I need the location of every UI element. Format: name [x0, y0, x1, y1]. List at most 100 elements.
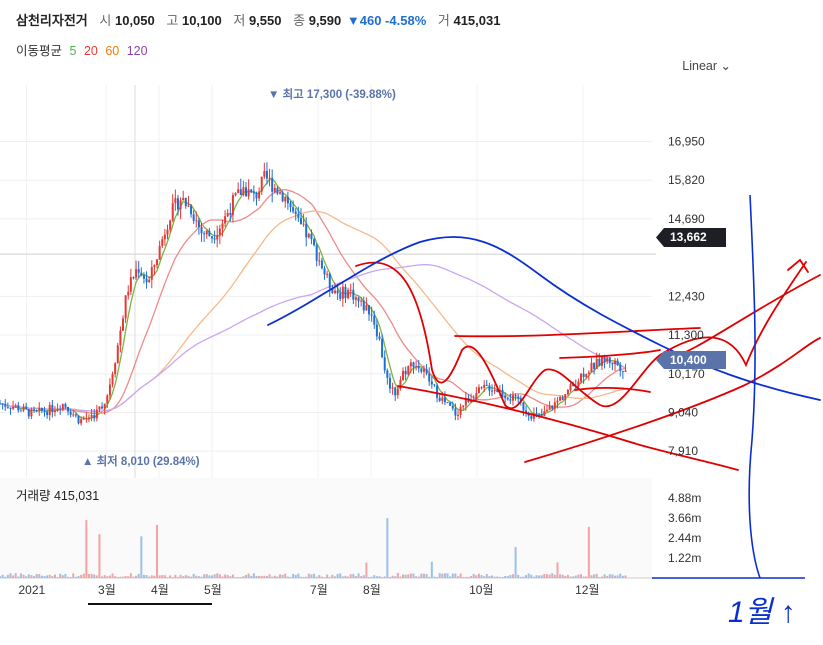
volume-bar	[470, 575, 473, 578]
y-tick-label: 12,430	[668, 289, 705, 303]
y-tick-label: 9,040	[668, 405, 698, 419]
y-tick-label: 15,820	[668, 173, 705, 187]
volume-bar	[30, 575, 33, 578]
volume-bar	[370, 576, 373, 578]
candle-body	[284, 196, 287, 202]
volume-bar	[430, 561, 433, 578]
volume-bar	[195, 575, 198, 578]
volume-bar	[72, 573, 75, 578]
volume-bar	[224, 574, 227, 578]
candle-body	[124, 295, 127, 319]
volume-bar	[122, 576, 125, 578]
stock-name: 삼천리자전거	[16, 13, 88, 28]
candle-body	[354, 297, 357, 300]
open-label: 시	[99, 13, 112, 28]
candle-body	[116, 345, 119, 364]
volume-bar	[276, 576, 279, 578]
volume-bar	[187, 575, 190, 578]
volume-bar	[231, 574, 234, 578]
volume-bar	[402, 574, 405, 578]
moving-average-legend[interactable]: 이동평균 5 20 60 120	[16, 40, 148, 59]
current-price-tag: 10,400	[656, 351, 726, 369]
volume-bar	[553, 574, 556, 578]
candle-body	[190, 205, 193, 215]
candle-body	[443, 397, 446, 403]
volume-bar	[569, 576, 572, 578]
volume-bar	[488, 576, 491, 578]
volume-bar	[1, 574, 4, 578]
max-price-label: ▼ 최고 17,300 (-39.88%)	[268, 87, 396, 101]
volume-bar	[522, 576, 525, 578]
candle-body	[485, 384, 488, 386]
volume-bar	[77, 575, 80, 578]
volume-bar	[564, 575, 567, 578]
volume-bar	[124, 576, 127, 578]
x-tick-label: 10월	[469, 583, 493, 597]
volume-bar	[258, 575, 261, 578]
candle-body	[381, 338, 384, 358]
volume-bar	[179, 574, 182, 578]
candle-body	[135, 269, 138, 278]
volume-bar	[294, 574, 297, 578]
candle-body	[556, 400, 559, 403]
candle-body	[336, 290, 339, 294]
candle-body	[250, 189, 253, 192]
ma-20: 20	[83, 44, 98, 58]
volume-label: 거	[437, 13, 450, 28]
candle-body	[98, 406, 101, 410]
candle-body	[388, 377, 391, 389]
candle-body	[391, 387, 394, 389]
candle-body	[148, 279, 151, 283]
candle-body	[95, 409, 98, 419]
candle-body	[30, 409, 33, 417]
scale-toggle-button[interactable]: Linear ⌄	[682, 58, 731, 73]
candle-body	[150, 267, 153, 280]
candle-body	[511, 395, 514, 401]
candle-body	[415, 366, 418, 368]
volume-bar	[530, 574, 533, 578]
candle-body	[386, 370, 389, 378]
volume-bar	[360, 576, 363, 578]
volume-bar	[545, 574, 548, 578]
volume-bar	[477, 573, 480, 578]
volume-bar	[74, 576, 77, 578]
volume-bar	[548, 574, 551, 578]
volume-bar	[525, 575, 528, 578]
candle-body	[208, 230, 211, 237]
candle-body	[192, 214, 195, 221]
volume-bar	[252, 573, 255, 578]
candle-body	[545, 409, 548, 412]
candle-body	[320, 260, 323, 269]
volume-bar	[412, 573, 415, 578]
volume-bar	[221, 576, 224, 578]
candle-body	[360, 300, 363, 302]
volume-bar	[509, 575, 512, 578]
candle-body	[51, 404, 54, 412]
volume-bar	[67, 576, 70, 578]
volume-bar	[19, 573, 22, 578]
volume-bar	[420, 573, 423, 578]
candle-body	[69, 411, 72, 415]
candle-body	[569, 384, 572, 390]
volume-bar	[163, 575, 166, 578]
volume-bar	[341, 576, 344, 578]
candle-body	[543, 411, 546, 416]
volume-bar	[140, 536, 143, 578]
candle-body	[252, 191, 255, 194]
volume-bar	[169, 575, 172, 578]
candle-body	[438, 397, 441, 401]
volume-bar	[593, 574, 596, 578]
volume-bar	[443, 573, 446, 578]
volume-bar	[459, 573, 462, 578]
volume-bar	[80, 574, 83, 578]
candle-body	[514, 395, 517, 397]
candle-body	[64, 403, 67, 407]
volume-bar	[313, 573, 316, 578]
candle-body	[229, 213, 232, 215]
candle-body	[14, 405, 17, 407]
volume-bar	[289, 576, 292, 578]
candle-body	[504, 395, 507, 398]
volume-bar	[441, 573, 444, 578]
volume-bar	[284, 573, 287, 578]
